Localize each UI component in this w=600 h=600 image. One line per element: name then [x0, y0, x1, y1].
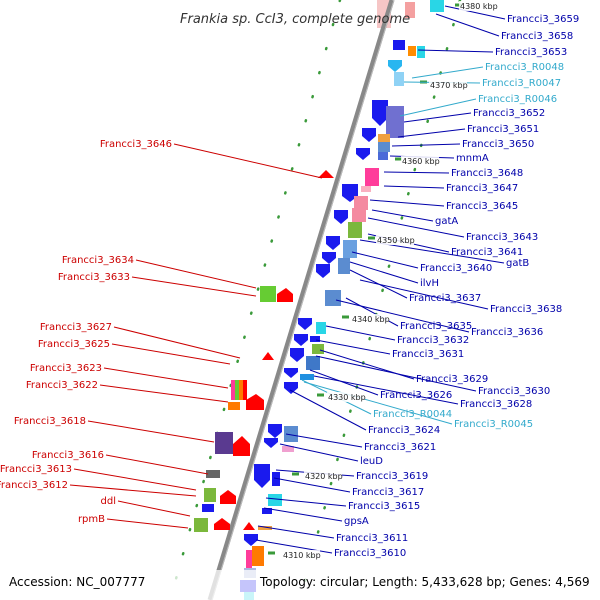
rna-gene-label[interactable]: Francci3_R0048 [485, 62, 564, 73]
tick-label: 4340 kbp [352, 315, 390, 324]
forward-gene-label[interactable]: ddl [101, 496, 116, 507]
reverse-gene-label[interactable]: Francci3_3630 [478, 386, 550, 397]
reverse-gene-label[interactable]: Francci3_3652 [473, 108, 545, 119]
reverse-gene-label[interactable]: Francci3_3631 [392, 349, 464, 360]
reverse-gene-label[interactable]: Francci3_3658 [501, 31, 573, 42]
reverse-strand-genes [240, 40, 425, 600]
forward-gene-label[interactable]: rpmB [78, 514, 105, 525]
forward-gene-label[interactable]: Francci3_3646 [100, 139, 172, 150]
forward-gene-label[interactable]: Francci3_3613 [0, 464, 72, 475]
rna-gene-label[interactable]: Francci3_R0046 [478, 94, 557, 105]
genome-backbone-highlight [211, 0, 395, 600]
reverse-gene-label[interactable]: ilvH [420, 278, 439, 289]
reverse-gene-label[interactable]: Francci3_3653 [495, 47, 567, 58]
reverse-gene-label[interactable]: Francci3_3636 [471, 327, 543, 338]
reverse-gene-label[interactable]: leuD [360, 456, 383, 467]
reverse-gene-label[interactable]: gatA [435, 216, 458, 227]
forward-gene-label[interactable]: Francci3_3634 [62, 255, 134, 266]
tick-label: 4370 kbp [430, 81, 468, 90]
forward-gene-label[interactable]: Francci3_3633 [58, 272, 130, 283]
reverse-gene-labels: Francci3_3659 Francci3_3658 Francci3_3653 F… [334, 14, 579, 559]
rna-gene-label[interactable]: Francci3_R0047 [482, 78, 561, 89]
forward-gene-label[interactable]: Francci3_3622 [26, 380, 98, 391]
reverse-gene-label[interactable]: Francci3_3648 [451, 168, 523, 179]
reverse-gene-label[interactable]: gatB [506, 258, 529, 269]
reverse-gene-label[interactable]: Francci3_3611 [336, 533, 408, 544]
genome-title: Frankia sp. CcI3, complete genome [180, 12, 410, 27]
reverse-gene-label[interactable]: Francci3_3659 [507, 14, 579, 25]
reverse-gene-label[interactable]: mnmA [456, 153, 489, 164]
reverse-gene-label[interactable]: Francci3_3650 [462, 139, 534, 150]
reverse-gene-label[interactable]: Francci3_3645 [446, 201, 518, 212]
reverse-gene-label[interactable]: Francci3_3651 [467, 124, 539, 135]
forward-gene-label[interactable]: Francci3_3618 [14, 416, 86, 427]
tick-label: 4330 kbp [328, 393, 366, 402]
reverse-gene-label[interactable]: Francci3_3615 [348, 501, 420, 512]
tick-label: 4310 kbp [283, 551, 321, 560]
reverse-gene-label[interactable]: Francci3_3629 [416, 374, 488, 385]
reverse-gene-label[interactable]: Francci3_3647 [446, 183, 518, 194]
forward-gene-label[interactable]: Francci3_3627 [40, 322, 112, 333]
rna-gene-label[interactable]: Francci3_R0045 [454, 419, 533, 430]
tick-label: 4380 kbp [460, 2, 498, 11]
tick-label: 4320 kbp [305, 472, 343, 481]
reverse-gene-label[interactable]: Francci3_3635 [400, 321, 472, 332]
reverse-gene-label[interactable]: Francci3_3638 [490, 304, 562, 315]
tick-labels: 4380 kbp 4370 kbp 4360 kbp 4350 kbp 4340 kbp… [282, 1, 498, 560]
forward-strand-genes [194, 170, 334, 532]
tick-label: 4360 kbp [402, 157, 440, 166]
reverse-gene-label[interactable]: Francci3_3637 [409, 293, 481, 304]
reverse-gene-label[interactable]: Francci3_3610 [334, 548, 406, 559]
reverse-gene-label[interactable]: Francci3_3643 [466, 232, 538, 243]
forward-gene-labels: Francci3_3646 Francci3_3634 Francci3_3633 F… [0, 139, 172, 525]
tick-marks [268, 3, 462, 555]
topology-text: Topology: circular; Length: 5,433,628 bp… [259, 575, 590, 589]
reverse-gene-label[interactable]: Francci3_3641 [451, 247, 523, 258]
reverse-gene-label[interactable]: Francci3_3617 [352, 487, 424, 498]
reverse-gene-label[interactable]: Francci3_3640 [420, 263, 492, 274]
tick-label: 4350 kbp [377, 236, 415, 245]
accession-text: Accession: NC_007777 [9, 575, 145, 589]
forward-gene-label[interactable]: Francci3_3616 [32, 450, 104, 461]
forward-gene-label[interactable]: Francci3_3625 [38, 339, 110, 350]
reverse-gene-label[interactable]: Francci3_3632 [397, 335, 469, 346]
reverse-gene-label[interactable]: Francci3_3624 [368, 425, 440, 436]
reverse-gene-label[interactable]: Francci3_3626 [380, 390, 452, 401]
reverse-gene-label[interactable]: Francci3_3621 [364, 442, 436, 453]
reverse-gene-label[interactable]: gpsA [344, 516, 369, 527]
reverse-gene-label[interactable]: Francci3_3619 [356, 471, 428, 482]
forward-gene-label[interactable]: Francci3_3623 [30, 363, 102, 374]
reverse-gene-label[interactable]: Francci3_3628 [460, 399, 532, 410]
forward-gene-label[interactable]: Francci3_3612 [0, 480, 68, 491]
rna-gene-label[interactable]: Francci3_R0044 [373, 409, 452, 420]
genome-backbone [207, 0, 395, 600]
